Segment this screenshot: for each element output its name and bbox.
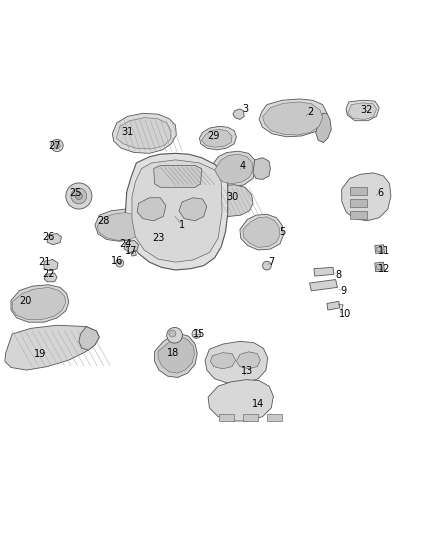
Polygon shape bbox=[205, 341, 268, 383]
Polygon shape bbox=[262, 102, 322, 135]
Polygon shape bbox=[201, 130, 232, 147]
Polygon shape bbox=[342, 173, 391, 221]
Polygon shape bbox=[240, 214, 283, 250]
Text: 2: 2 bbox=[307, 107, 314, 117]
Polygon shape bbox=[113, 114, 177, 154]
Polygon shape bbox=[210, 353, 236, 369]
Circle shape bbox=[54, 142, 60, 149]
Polygon shape bbox=[350, 187, 367, 195]
Polygon shape bbox=[208, 379, 273, 421]
Polygon shape bbox=[79, 327, 99, 350]
Polygon shape bbox=[44, 260, 58, 271]
Text: 24: 24 bbox=[119, 239, 131, 249]
Text: 9: 9 bbox=[340, 286, 346, 296]
Polygon shape bbox=[132, 160, 222, 262]
Text: 22: 22 bbox=[42, 269, 55, 279]
Text: 11: 11 bbox=[378, 246, 391, 256]
Text: 21: 21 bbox=[38, 257, 50, 267]
Circle shape bbox=[116, 259, 124, 267]
Text: 15: 15 bbox=[193, 329, 205, 339]
Polygon shape bbox=[131, 251, 136, 256]
Polygon shape bbox=[137, 198, 166, 221]
Text: 13: 13 bbox=[241, 366, 254, 376]
Polygon shape bbox=[243, 415, 258, 421]
Polygon shape bbox=[179, 198, 207, 221]
Polygon shape bbox=[219, 415, 234, 421]
Polygon shape bbox=[348, 103, 377, 119]
Text: 27: 27 bbox=[49, 141, 61, 150]
Circle shape bbox=[71, 188, 87, 204]
Text: 32: 32 bbox=[360, 105, 372, 115]
Text: 19: 19 bbox=[35, 349, 47, 359]
Circle shape bbox=[169, 330, 176, 337]
Circle shape bbox=[51, 140, 63, 151]
Polygon shape bbox=[152, 235, 166, 247]
Text: 17: 17 bbox=[125, 246, 137, 256]
Polygon shape bbox=[346, 100, 379, 120]
Polygon shape bbox=[211, 151, 256, 187]
Text: 29: 29 bbox=[208, 131, 220, 141]
Text: 28: 28 bbox=[98, 216, 110, 226]
Polygon shape bbox=[350, 211, 367, 219]
Text: 20: 20 bbox=[19, 296, 32, 306]
Text: 26: 26 bbox=[42, 232, 55, 242]
Polygon shape bbox=[116, 118, 171, 149]
Polygon shape bbox=[97, 213, 143, 240]
Circle shape bbox=[75, 192, 82, 199]
Text: 1: 1 bbox=[179, 220, 185, 230]
Polygon shape bbox=[253, 158, 270, 180]
Polygon shape bbox=[375, 245, 385, 254]
Text: 12: 12 bbox=[378, 264, 391, 273]
Polygon shape bbox=[267, 415, 282, 421]
Polygon shape bbox=[237, 352, 260, 369]
Circle shape bbox=[167, 327, 183, 343]
Polygon shape bbox=[47, 233, 61, 245]
Polygon shape bbox=[243, 217, 280, 247]
Circle shape bbox=[192, 329, 201, 338]
Polygon shape bbox=[316, 114, 331, 142]
Text: 5: 5 bbox=[279, 227, 285, 237]
Text: 7: 7 bbox=[268, 257, 274, 267]
Polygon shape bbox=[377, 264, 383, 270]
Text: 6: 6 bbox=[377, 188, 383, 198]
Polygon shape bbox=[11, 285, 69, 322]
Polygon shape bbox=[124, 240, 138, 253]
Polygon shape bbox=[375, 262, 385, 272]
Text: 18: 18 bbox=[167, 348, 180, 358]
Polygon shape bbox=[350, 199, 367, 207]
Polygon shape bbox=[377, 246, 383, 252]
Polygon shape bbox=[44, 273, 57, 282]
Polygon shape bbox=[125, 154, 228, 270]
Text: 10: 10 bbox=[339, 309, 351, 319]
Polygon shape bbox=[199, 126, 237, 150]
Polygon shape bbox=[158, 337, 194, 373]
Text: 14: 14 bbox=[252, 399, 264, 409]
Polygon shape bbox=[5, 325, 99, 370]
Text: 23: 23 bbox=[152, 233, 164, 243]
Polygon shape bbox=[259, 99, 327, 137]
Text: 31: 31 bbox=[121, 127, 134, 138]
Circle shape bbox=[262, 261, 271, 270]
Polygon shape bbox=[314, 268, 334, 276]
Polygon shape bbox=[210, 184, 253, 216]
Text: 30: 30 bbox=[226, 192, 238, 202]
Text: 4: 4 bbox=[240, 161, 246, 172]
Polygon shape bbox=[154, 166, 201, 187]
Polygon shape bbox=[327, 301, 340, 310]
Polygon shape bbox=[12, 287, 66, 320]
Circle shape bbox=[66, 183, 92, 209]
Text: 3: 3 bbox=[242, 104, 248, 114]
Polygon shape bbox=[215, 154, 253, 184]
Text: 25: 25 bbox=[69, 188, 81, 198]
Polygon shape bbox=[233, 109, 244, 119]
Circle shape bbox=[118, 261, 121, 265]
Polygon shape bbox=[155, 334, 197, 377]
Text: 16: 16 bbox=[111, 256, 123, 266]
Polygon shape bbox=[95, 209, 146, 241]
Polygon shape bbox=[310, 279, 337, 291]
Text: 8: 8 bbox=[336, 270, 342, 280]
